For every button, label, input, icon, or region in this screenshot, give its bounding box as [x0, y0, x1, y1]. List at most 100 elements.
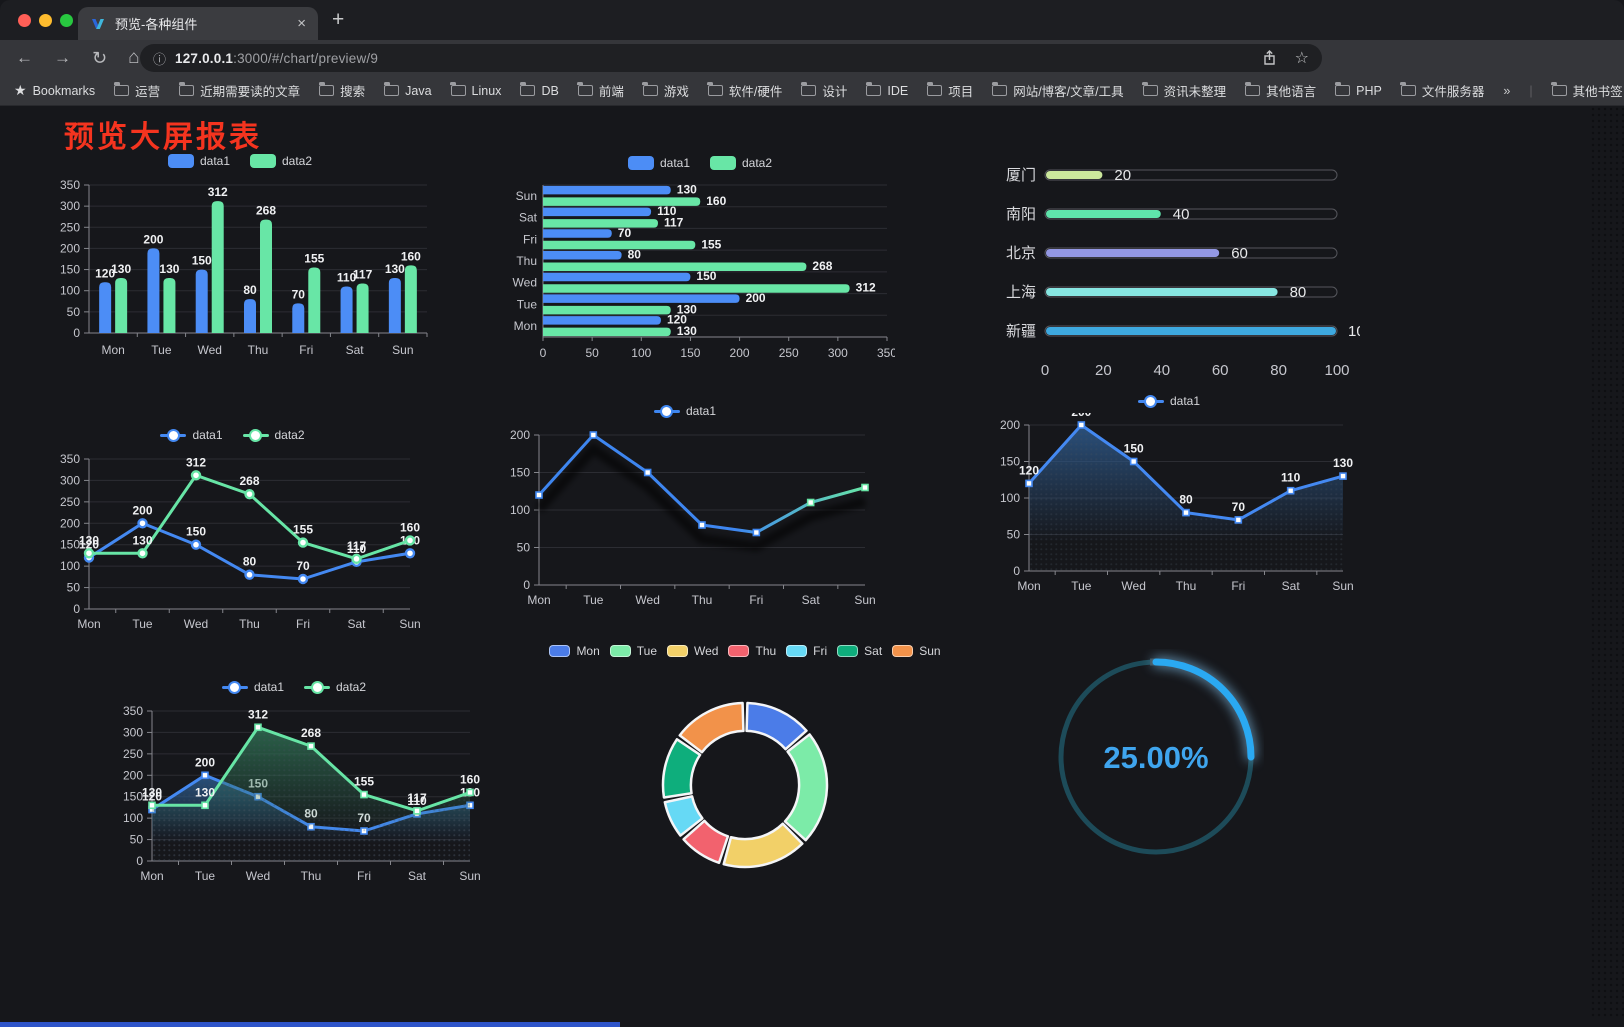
svg-text:200: 200 — [195, 755, 215, 769]
tab-close-icon[interactable]: × — [297, 15, 306, 32]
svg-text:120: 120 — [95, 266, 115, 280]
bookmark-folder-资讯未整理[interactable]: 资讯未整理 — [1142, 81, 1226, 100]
chart-line-gradient: data1 0 50 100 150 200 Mon Tue Wed Thu Fri Sat Sun — [495, 399, 876, 611]
svg-text:0: 0 — [1041, 362, 1049, 379]
svg-text:50: 50 — [130, 833, 144, 847]
svg-text:312: 312 — [208, 185, 228, 199]
tab-title: 预览-各种组件 — [115, 17, 198, 32]
browser-tab[interactable]: 预览-各种组件 × — [78, 7, 318, 40]
bookmark-folder-文件服务器[interactable]: 文件服务器 — [1400, 81, 1484, 100]
bookmark-folder-PHP[interactable]: PHP — [1334, 82, 1382, 98]
legend-item-Mon[interactable]: Mon — [549, 644, 600, 658]
bookmark-folder-网站/博客/文章/工具[interactable]: 网站/博客/文章/工具 — [991, 81, 1124, 100]
bookmark-folder-DB[interactable]: DB — [520, 82, 559, 98]
legend-swatch — [837, 645, 859, 657]
svg-text:155: 155 — [293, 523, 313, 537]
folder-icon — [520, 82, 536, 96]
svg-text:100: 100 — [510, 503, 530, 517]
bookmark-folder-前端[interactable]: 前端 — [577, 81, 624, 100]
bookmark-folder-游戏[interactable]: 游戏 — [642, 81, 689, 100]
legend-item-data2[interactable]: data2 — [304, 680, 366, 694]
legend-item-data1[interactable]: data1 — [627, 156, 690, 170]
legend-item-data1[interactable]: data1 — [167, 154, 230, 168]
legend-swatch — [167, 154, 194, 168]
svg-text:Sat: Sat — [802, 593, 821, 607]
svg-text:Tue: Tue — [517, 297, 538, 311]
minimize-window-button[interactable] — [39, 14, 52, 27]
svg-text:Tue: Tue — [1071, 579, 1092, 593]
svg-text:300: 300 — [123, 725, 143, 739]
bookmark-star-icon[interactable]: ☆ — [1294, 50, 1309, 67]
svg-text:Mon: Mon — [101, 343, 124, 357]
legend-item-Sat[interactable]: Sat — [837, 644, 882, 658]
bookmark-folder-项目[interactable]: 项目 — [926, 81, 973, 100]
chart-line-two-series: data1 data2 0 50 100 150 200 250 300 350 Mon Tue Wed… — [45, 423, 421, 635]
bottom-blue-strip — [0, 1022, 620, 1027]
legend-item-data1[interactable]: data1 — [1137, 394, 1200, 408]
close-window-button[interactable] — [18, 14, 31, 27]
legend-item-data1[interactable]: data1 — [160, 428, 223, 442]
svg-text:Thu: Thu — [239, 617, 260, 631]
svg-text:120: 120 — [667, 313, 687, 327]
legend-item-data2[interactable]: data2 — [250, 154, 312, 168]
svg-text:Wed: Wed — [1121, 579, 1145, 593]
legend-item-data1[interactable]: data1 — [653, 404, 716, 418]
svg-text:110: 110 — [347, 542, 367, 556]
bookmark-folder-软件/硬件[interactable]: 软件/硬件 — [707, 81, 782, 100]
svg-text:70: 70 — [292, 287, 306, 301]
folder-icon — [707, 82, 723, 96]
new-tab-button[interactable]: + — [332, 8, 345, 31]
legend-item-data2[interactable]: data2 — [710, 156, 772, 170]
legend-item-Fri[interactable]: Fri — [786, 644, 827, 658]
bookmark-folder-设计[interactable]: 设计 — [800, 81, 847, 100]
svg-text:Sun: Sun — [459, 869, 480, 883]
svg-text:0: 0 — [73, 602, 80, 616]
legend-item-data1[interactable]: data1 — [221, 680, 284, 694]
folder-icon — [1142, 82, 1158, 96]
svg-text:312: 312 — [186, 455, 206, 469]
svg-text:110: 110 — [407, 794, 427, 808]
legend-item-data2[interactable]: data2 — [242, 428, 305, 442]
svg-text:160: 160 — [401, 249, 421, 263]
svg-text:155: 155 — [701, 237, 721, 251]
home-icon[interactable]: ⌂ — [128, 47, 140, 68]
bookmark-folder-Java[interactable]: Java — [383, 82, 432, 98]
chart-horizontal-bar: data1 data2 0 50 100 150 200 250 300 350 Sun 130 160… — [505, 151, 897, 363]
bookmark-folder-其他语言[interactable]: 其他语言 — [1244, 81, 1316, 100]
site-info-icon[interactable]: ⓘ — [153, 51, 167, 67]
legend-item-Thu[interactable]: Thu — [728, 644, 776, 658]
legend-item-Wed[interactable]: Wed — [667, 644, 718, 658]
bookmark-folder-近期需要读的文章[interactable]: 近期需要读的文章 — [178, 81, 300, 100]
legend-item-Tue[interactable]: Tue — [609, 644, 657, 658]
forward-icon[interactable]: → — [54, 48, 71, 67]
legend-item-Sun[interactable]: Sun — [892, 644, 941, 658]
other-bookmarks[interactable]: 其他书签 — [1551, 81, 1623, 100]
svg-text:200: 200 — [60, 516, 80, 530]
reload-icon[interactable]: ↻ — [92, 47, 108, 68]
bookmark-folder-搜索[interactable]: 搜索 — [318, 81, 365, 100]
gauge-value-label: 25.00% — [1103, 740, 1208, 775]
bookmarks-overflow-chevron[interactable]: » — [1503, 83, 1511, 98]
back-icon[interactable]: ← — [16, 48, 33, 67]
maximize-window-button[interactable] — [60, 14, 73, 27]
legend-swatch — [892, 645, 914, 657]
bookmark-folder-Linux[interactable]: Linux — [450, 82, 501, 98]
svg-text:100: 100 — [631, 346, 651, 360]
svg-text:160: 160 — [400, 520, 420, 534]
bookmarks-separator: | — [1529, 83, 1533, 98]
svg-text:130: 130 — [142, 785, 162, 799]
svg-text:200: 200 — [510, 428, 530, 442]
address-bar[interactable]: ⓘ 127.0.0.1:3000/#/chart/preview/9 ☆ — [140, 44, 1322, 72]
share-icon[interactable] — [1262, 50, 1277, 66]
chart-capsule-progress: 厦门 20 南阳 40 北京 60 上海 80 新疆 100 0 20 40 60 80 100 — [990, 153, 1373, 385]
bookmark-folder-运营[interactable]: 运营 — [113, 81, 160, 100]
chart-legend: data1 data2 — [505, 151, 895, 175]
svg-text:Fri: Fri — [749, 593, 763, 607]
svg-text:120: 120 — [79, 538, 99, 552]
svg-text:Sun: Sun — [516, 189, 537, 203]
svg-text:Sun: Sun — [1332, 579, 1353, 593]
svg-text:130: 130 — [1333, 456, 1353, 470]
svg-text:80: 80 — [1290, 284, 1307, 301]
bookmarks-root[interactable]: ★ Bookmarks — [14, 82, 96, 98]
bookmark-folder-IDE[interactable]: IDE — [865, 82, 908, 98]
